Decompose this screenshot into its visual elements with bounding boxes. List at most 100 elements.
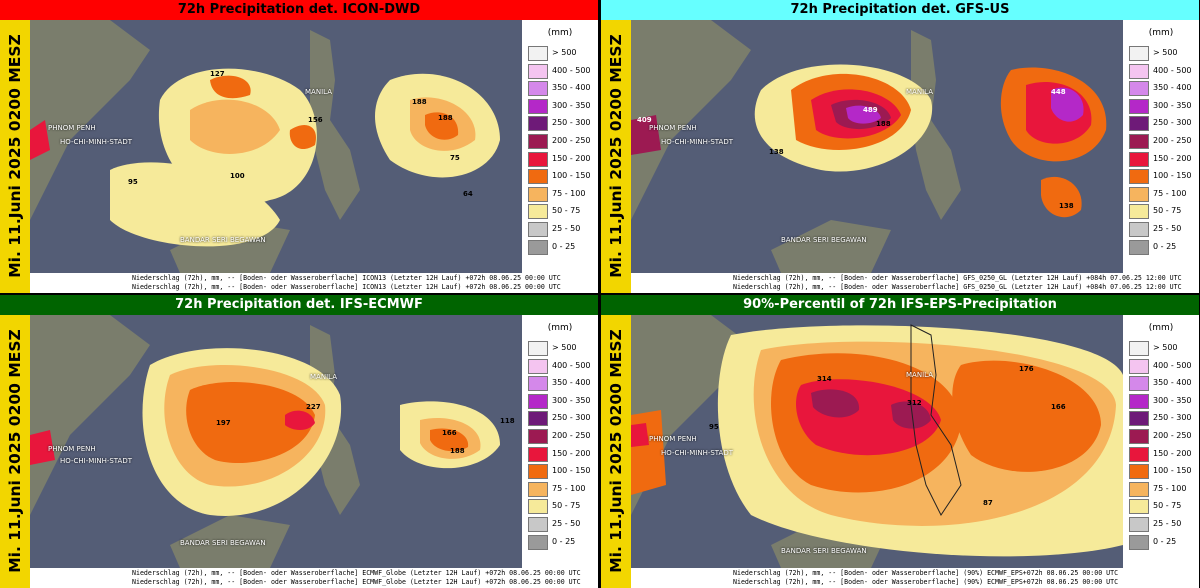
legend-label: 250 - 300 bbox=[1153, 413, 1192, 423]
legend-item: 250 - 300 bbox=[1129, 116, 1199, 132]
legend-label: 75 - 100 bbox=[552, 188, 586, 198]
legend-swatch bbox=[1129, 134, 1149, 149]
value-label: 188 bbox=[876, 120, 891, 128]
label-bandar: BANDAR SERI BEGAWAN bbox=[781, 547, 867, 555]
label-hcmc: HO-CHI-MINH-STADT bbox=[661, 449, 733, 457]
label-hcmc: HO-CHI-MINH-STADT bbox=[60, 457, 132, 465]
value-label: 312 bbox=[907, 399, 922, 407]
legend-item: 400 - 500 bbox=[528, 358, 598, 375]
legend-swatch bbox=[528, 446, 548, 462]
legend-item: 75 - 100 bbox=[1129, 186, 1199, 203]
label-hcmc: HO-CHI-MINH-STADT bbox=[60, 138, 132, 146]
legend-label: 200 - 250 bbox=[1153, 431, 1192, 440]
precip-map[interactable]: MANILA PHNOM PENH HO-CHI-MINH-STADT BAND… bbox=[30, 20, 522, 273]
panel-title: 90%-Percentil of 72h IFS-EPS-Precipitati… bbox=[601, 295, 1199, 315]
legend-label: 25 - 50 bbox=[1153, 224, 1182, 233]
legend-item: 150 - 200 bbox=[528, 446, 598, 463]
legend-unit: (mm) bbox=[547, 28, 573, 38]
legend-label: 150 - 200 bbox=[552, 153, 591, 163]
legend-label: 150 - 200 bbox=[1153, 153, 1192, 163]
precip-map[interactable]: MANILA PHNOM PENH HO-CHI-MINH-STADT BAND… bbox=[631, 20, 1123, 273]
footer-line: Niederschlag (72h), mm, -- [Boden- oder … bbox=[132, 283, 561, 291]
legend: (mm) > 500 400 - 500 350 - 400 300 - 350 250… bbox=[1123, 315, 1199, 568]
legend-label: 100 - 150 bbox=[1153, 171, 1192, 181]
legend-label: 350 - 400 bbox=[1153, 83, 1192, 93]
legend-swatch bbox=[1129, 464, 1149, 480]
legend-label: 0 - 25 bbox=[1153, 241, 1177, 251]
map-graphic bbox=[631, 20, 1107, 273]
footer: Niederschlag (72h), mm, -- [Boden- oder … bbox=[631, 568, 1199, 588]
legend-swatch bbox=[528, 239, 548, 255]
legend-item: 25 - 50 bbox=[528, 517, 598, 533]
legend-item: 200 - 250 bbox=[528, 429, 598, 445]
panel-icon: 72h Precipitation det. ICON-DWD Mi. 11.J… bbox=[0, 0, 598, 293]
legend-item: 300 - 350 bbox=[528, 98, 598, 115]
value-label: 138 bbox=[1059, 202, 1074, 210]
legend-label: 400 - 500 bbox=[552, 65, 591, 75]
footer-line: Niederschlag (72h), mm, -- [Boden- oder … bbox=[132, 569, 581, 577]
legend-label: 150 - 200 bbox=[1153, 448, 1192, 458]
legend-swatch bbox=[1129, 151, 1149, 167]
legend-swatch bbox=[1129, 411, 1149, 427]
legend-label: 50 - 75 bbox=[552, 206, 581, 216]
legend-item: 100 - 150 bbox=[528, 169, 598, 185]
legend-swatch bbox=[528, 411, 548, 427]
panel-title: 72h Precipitation det. GFS-US bbox=[601, 0, 1199, 20]
value-label: 227 bbox=[306, 403, 321, 411]
value-label: 75 bbox=[450, 154, 460, 162]
value-label: 188 bbox=[438, 114, 453, 122]
legend-item: 250 - 300 bbox=[528, 411, 598, 427]
legend-unit: (mm) bbox=[547, 323, 573, 333]
footer-line: Niederschlag (72h), mm, -- [Boden- oder … bbox=[132, 578, 581, 586]
footer: Niederschlag (72h), mm, -- [Boden- oder … bbox=[30, 568, 598, 588]
legend-item: 0 - 25 bbox=[1129, 534, 1199, 551]
legend-label: 25 - 50 bbox=[1153, 519, 1182, 528]
legend-label: > 500 bbox=[552, 48, 577, 57]
legend-label: 250 - 300 bbox=[552, 118, 591, 128]
legend-item: 100 - 150 bbox=[1129, 169, 1199, 185]
legend-item: > 500 bbox=[528, 46, 598, 62]
legend-swatch bbox=[1129, 517, 1149, 532]
value-label: 95 bbox=[709, 423, 719, 431]
panel-eps: 90%-Percentil of 72h IFS-EPS-Precipitati… bbox=[601, 295, 1199, 588]
map-graphic bbox=[30, 315, 500, 568]
legend-item: 100 - 150 bbox=[1129, 464, 1199, 480]
legend-swatch bbox=[528, 204, 548, 220]
legend-item: 400 - 500 bbox=[1129, 63, 1199, 80]
legend-swatch bbox=[528, 517, 548, 532]
footer: Niederschlag (72h), mm, -- [Boden- oder … bbox=[631, 273, 1199, 293]
legend-label: 200 - 250 bbox=[552, 136, 591, 145]
legend-swatch bbox=[528, 134, 548, 149]
label-phnom-penh: PHNOM PENH bbox=[48, 445, 96, 453]
precip-map[interactable]: MANILA PHNOM PENH HO-CHI-MINH-STADT BAND… bbox=[30, 315, 522, 568]
footer-line: Niederschlag (72h), mm, -- [Boden- oder … bbox=[132, 274, 561, 282]
legend-item: 150 - 200 bbox=[1129, 446, 1199, 463]
label-phnom-penh: PHNOM PENH bbox=[48, 124, 96, 132]
legend-item: 75 - 100 bbox=[528, 186, 598, 203]
legend-label: 300 - 350 bbox=[552, 395, 591, 405]
legend-swatch bbox=[1129, 81, 1149, 97]
legend-swatch bbox=[528, 481, 548, 497]
legend-item: 50 - 75 bbox=[528, 204, 598, 220]
map-graphic bbox=[631, 315, 1123, 568]
label-bandar: BANDAR SERI BEGAWAN bbox=[781, 236, 867, 244]
value-label: 188 bbox=[450, 447, 465, 455]
value-label: 138 bbox=[769, 148, 784, 156]
legend-label: 400 - 500 bbox=[1153, 360, 1192, 370]
legend-label: 75 - 100 bbox=[1153, 188, 1187, 198]
label-manila: MANILA bbox=[310, 373, 337, 381]
legend-swatch bbox=[528, 376, 548, 392]
legend-swatch bbox=[1129, 393, 1149, 409]
legend-swatch bbox=[528, 534, 548, 550]
value-label: 156 bbox=[308, 116, 323, 124]
legend-label: 200 - 250 bbox=[1153, 136, 1192, 145]
label-manila: MANILA bbox=[305, 88, 332, 96]
label-phnom-penh: PHNOM PENH bbox=[649, 435, 697, 443]
value-label: 409 bbox=[637, 116, 652, 124]
legend-label: 350 - 400 bbox=[1153, 378, 1192, 388]
legend-swatch bbox=[528, 151, 548, 167]
legend-label: 250 - 300 bbox=[1153, 118, 1192, 128]
legend-item: 25 - 50 bbox=[528, 222, 598, 238]
legend-label: 25 - 50 bbox=[552, 224, 581, 233]
precip-map[interactable]: MANILA PHNOM PENH HO-CHI-MINH-STADT BAND… bbox=[631, 315, 1123, 568]
